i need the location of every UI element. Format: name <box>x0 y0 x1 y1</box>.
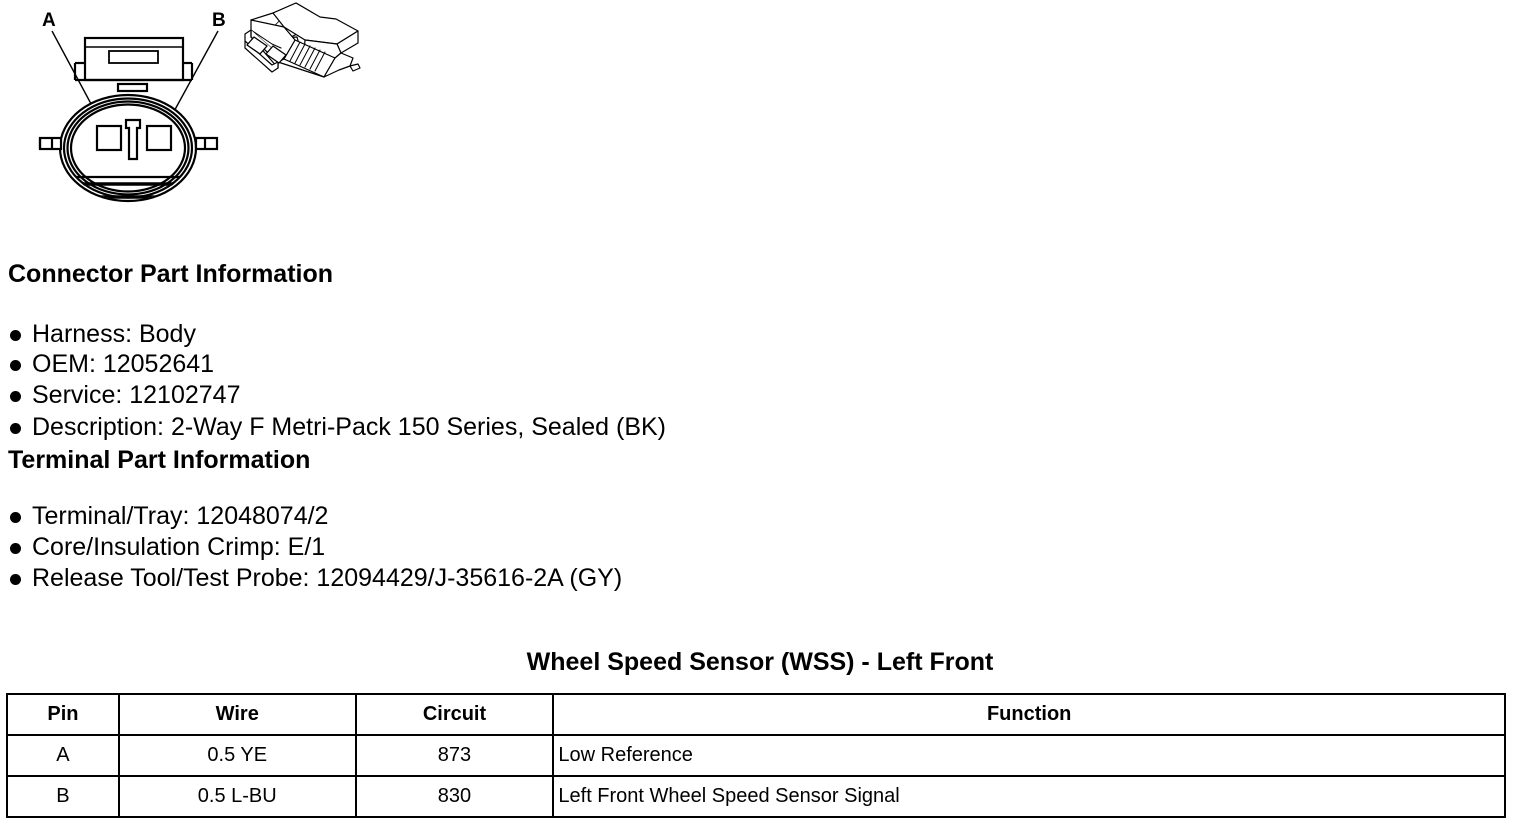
svg-text:A: A <box>42 10 56 31</box>
svg-text:B: B <box>212 10 226 31</box>
